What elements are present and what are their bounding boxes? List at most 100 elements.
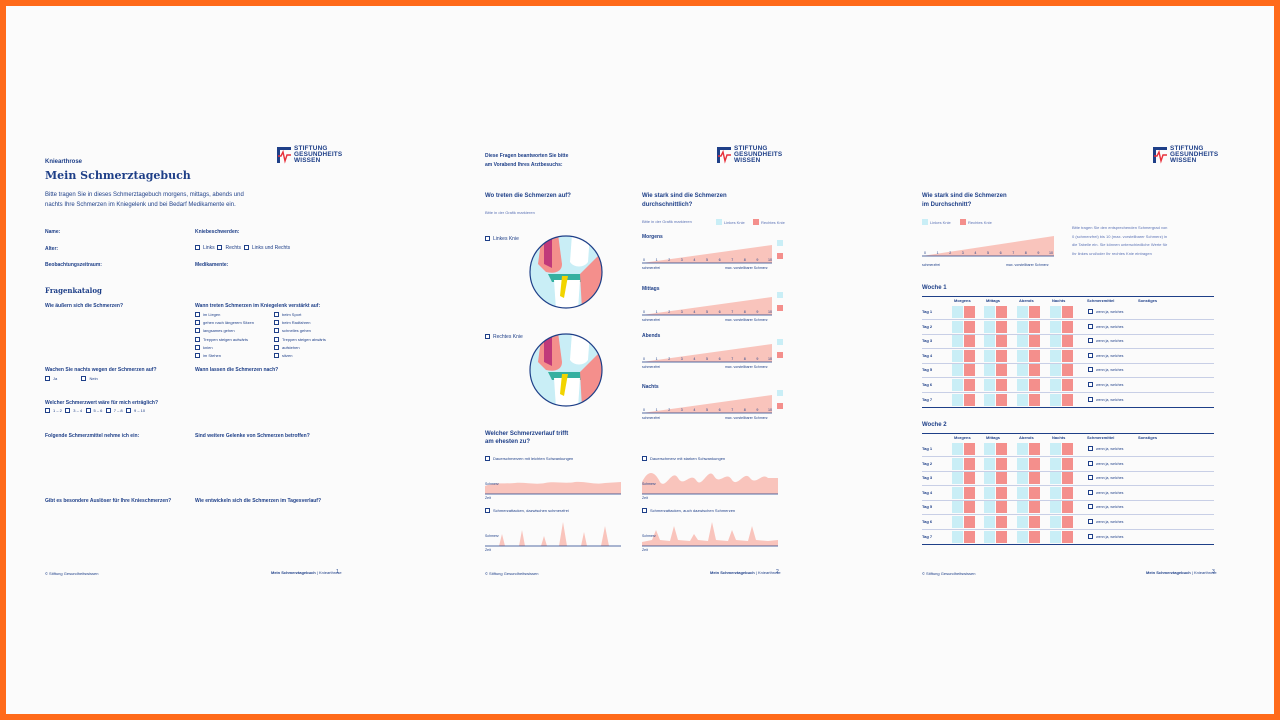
left-knee-cell[interactable]: [952, 320, 963, 333]
medication-option[interactable]: wenn ja, welches: [1088, 382, 1123, 387]
right-knee-box[interactable]: [777, 403, 783, 409]
right-knee-cell[interactable]: [996, 379, 1007, 391]
right-knee-cell[interactable]: [964, 335, 975, 348]
right-knee-cell[interactable]: [964, 443, 975, 455]
right-knee-cell[interactable]: [996, 364, 1007, 377]
left-knee-cell[interactable]: [1050, 320, 1061, 333]
left-knee-cell[interactable]: [984, 349, 995, 362]
left-knee-cell[interactable]: [1050, 335, 1061, 348]
right-knee-cell[interactable]: [964, 379, 975, 391]
left-knee-checkbox[interactable]: [485, 236, 490, 241]
right-knee-cell[interactable]: [1029, 349, 1040, 362]
medication-option[interactable]: wenn ja, welches: [1088, 323, 1123, 329]
tolerable-checkbox[interactable]: [85, 408, 91, 413]
left-knee-cell[interactable]: [984, 530, 995, 543]
left-knee-cell[interactable]: [1050, 443, 1061, 455]
left-knee-cell[interactable]: [984, 320, 995, 333]
right-knee-cell[interactable]: [996, 472, 1007, 485]
left-knee-cell[interactable]: [952, 379, 963, 391]
left-knee-cell[interactable]: [984, 393, 995, 406]
left-knee-cell[interactable]: [1050, 501, 1061, 514]
left-knee-cell[interactable]: [984, 516, 995, 528]
medication-checkbox[interactable]: [1088, 475, 1093, 481]
left-knee-cell[interactable]: [984, 486, 995, 499]
right-knee-cell[interactable]: [1062, 393, 1073, 406]
medication-checkbox[interactable]: [1088, 382, 1093, 387]
right-knee-cell[interactable]: [1062, 501, 1073, 514]
right-knee-cell[interactable]: [1062, 457, 1073, 470]
no-checkbox[interactable]: [81, 376, 87, 381]
right-knee-cell[interactable]: [1029, 443, 1040, 455]
right-knee-cell[interactable]: [964, 349, 975, 362]
left-knee-cell[interactable]: [1017, 443, 1028, 455]
right-knee-cell[interactable]: [964, 393, 975, 406]
right-knee-cell[interactable]: [1029, 530, 1040, 543]
course-option-1[interactable]: Dauerschmerzen mit leichten Schwankungen: [485, 456, 573, 461]
right-knee-cell[interactable]: [1029, 501, 1040, 514]
left-knee-cell[interactable]: [1017, 320, 1028, 333]
left-knee-cell[interactable]: [1017, 349, 1028, 362]
right-knee-cell[interactable]: [996, 486, 1007, 499]
right-knee-cell[interactable]: [964, 306, 975, 318]
left-knee-cell[interactable]: [984, 306, 995, 318]
worse-option[interactable]: beim Radfahren: [274, 319, 326, 327]
left-knee-cell[interactable]: [1050, 457, 1061, 470]
right-knee-cell[interactable]: [1062, 364, 1073, 377]
left-knee-cell[interactable]: [952, 393, 963, 406]
worse-option[interactable]: Treppen steigen abwärts: [274, 336, 326, 344]
knee-right-checkbox[interactable]: [217, 245, 223, 250]
right-knee-cell[interactable]: [964, 486, 975, 499]
right-knee-cell[interactable]: [996, 320, 1007, 333]
right-knee-cell[interactable]: [996, 501, 1007, 514]
right-knee-cell[interactable]: [1029, 320, 1040, 333]
right-knee-cell[interactable]: [964, 320, 975, 333]
course-option-4[interactable]: Schmerzattacken, auch dazwischen Schmerz…: [642, 508, 735, 513]
left-knee-cell[interactable]: [1050, 472, 1061, 485]
right-knee-option[interactable]: Rechtes Knie: [485, 334, 523, 340]
right-knee-cell[interactable]: [1062, 379, 1073, 391]
left-knee-cell[interactable]: [1050, 364, 1061, 377]
left-knee-cell[interactable]: [1017, 306, 1028, 318]
medication-checkbox[interactable]: [1088, 460, 1093, 466]
medication-option[interactable]: wenn ja, welches: [1088, 396, 1123, 402]
right-knee-cell[interactable]: [1062, 472, 1073, 485]
medication-checkbox[interactable]: [1088, 489, 1093, 495]
left-knee-cell[interactable]: [952, 443, 963, 455]
right-knee-cell[interactable]: [996, 349, 1007, 362]
right-knee-illustration[interactable]: [528, 332, 604, 408]
right-knee-cell[interactable]: [996, 306, 1007, 318]
right-knee-cell[interactable]: [996, 516, 1007, 528]
pain-scale[interactable]: 0 1 2 3 4 5 6 7 8 9 10: [642, 241, 774, 267]
right-knee-box[interactable]: [777, 253, 783, 259]
worse-option[interactable]: gehen nach längerem Sitzen: [195, 319, 254, 327]
right-knee-box[interactable]: [777, 352, 783, 358]
medication-option[interactable]: wenn ja, welches: [1088, 533, 1123, 539]
left-knee-cell[interactable]: [1017, 516, 1028, 528]
left-knee-cell[interactable]: [1017, 530, 1028, 543]
left-knee-cell[interactable]: [1017, 486, 1028, 499]
right-knee-cell[interactable]: [964, 516, 975, 528]
left-knee-cell[interactable]: [1050, 516, 1061, 528]
right-knee-checkbox[interactable]: [485, 334, 490, 339]
left-knee-cell[interactable]: [1017, 501, 1028, 514]
right-knee-cell[interactable]: [1029, 306, 1040, 318]
left-knee-illustration[interactable]: [528, 234, 604, 310]
right-knee-cell[interactable]: [1029, 379, 1040, 391]
left-knee-cell[interactable]: [984, 364, 995, 377]
right-knee-cell[interactable]: [1029, 486, 1040, 499]
pain-scale[interactable]: 0 1 2 3 4 5 6 7 8 9 10: [642, 340, 774, 366]
worse-option[interactable]: im Liegen: [195, 311, 254, 319]
right-knee-cell[interactable]: [1062, 486, 1073, 499]
worse-option[interactable]: sitzen: [274, 352, 326, 360]
right-knee-cell[interactable]: [964, 501, 975, 514]
medication-option[interactable]: wenn ja, welches: [1088, 519, 1123, 524]
right-knee-cell[interactable]: [964, 364, 975, 377]
right-knee-cell[interactable]: [996, 443, 1007, 455]
left-knee-cell[interactable]: [984, 335, 995, 348]
medication-checkbox[interactable]: [1088, 396, 1093, 402]
left-knee-cell[interactable]: [984, 501, 995, 514]
right-knee-cell[interactable]: [964, 457, 975, 470]
left-knee-cell[interactable]: [1017, 379, 1028, 391]
right-knee-cell[interactable]: [1029, 335, 1040, 348]
left-knee-cell[interactable]: [1017, 393, 1028, 406]
